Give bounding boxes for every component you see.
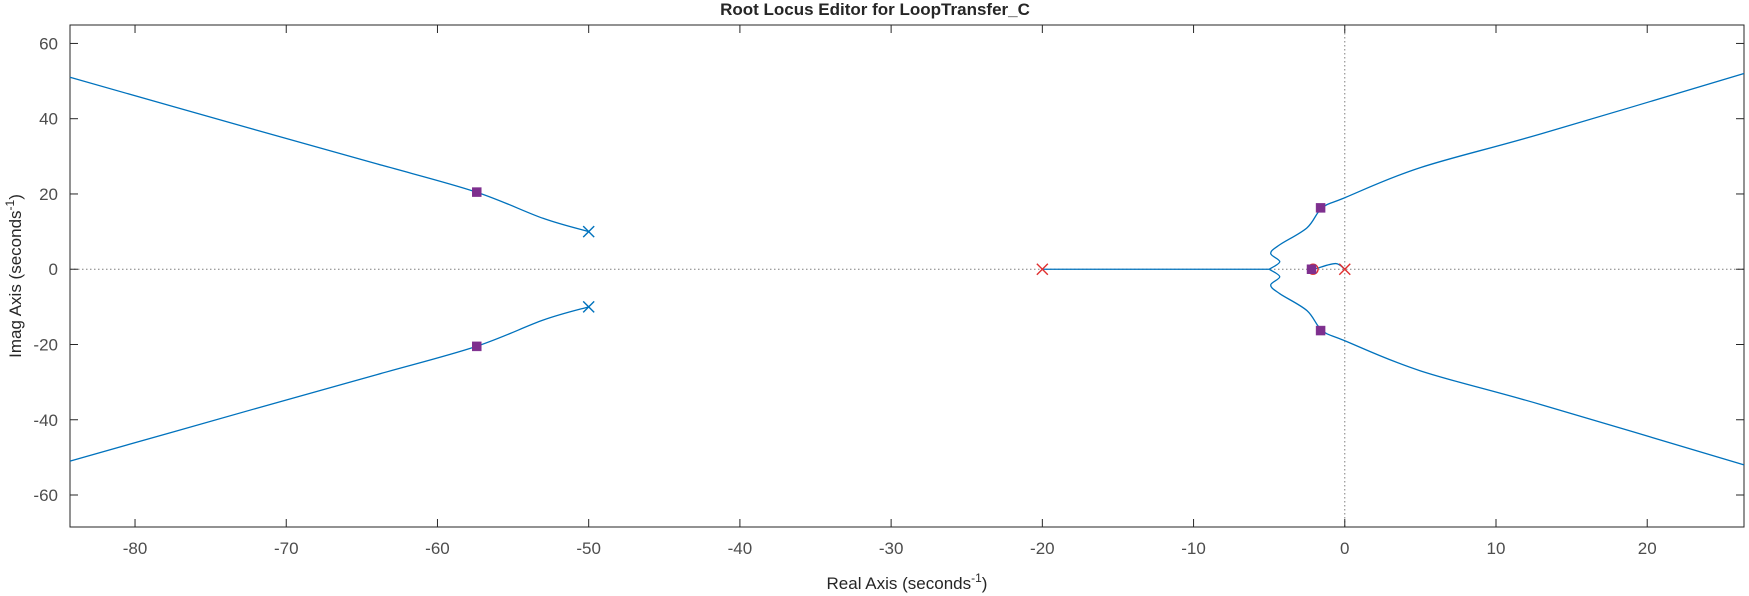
- y-tick-label: 0: [49, 260, 58, 279]
- y-tick-label: -20: [33, 335, 58, 354]
- x-tick-label: 20: [1638, 539, 1657, 558]
- x-tick-label: -70: [274, 539, 299, 558]
- open-loop-pole-marker[interactable]: [582, 300, 595, 313]
- chart-title: Root Locus Editor for LoopTransfer_C: [720, 0, 1030, 19]
- y-tick-label: 40: [39, 110, 58, 129]
- y-axis-label: Imag Axis (seconds-1): [3, 194, 25, 358]
- x-tick-label: -40: [728, 539, 753, 558]
- x-tick-label: -30: [879, 539, 904, 558]
- closed-loop-pole-marker[interactable]: [1306, 264, 1317, 274]
- x-tick-label: 0: [1340, 539, 1349, 558]
- locus-branch[interactable]: [69, 76, 589, 233]
- x-tick-label: 10: [1487, 539, 1506, 558]
- open-loop-pole-marker[interactable]: [582, 225, 595, 238]
- y-tick-label: -60: [33, 486, 58, 505]
- closed-loop-pole-marker[interactable]: [472, 341, 482, 352]
- open-loop-pole-marker[interactable]: [1338, 263, 1351, 276]
- reference-lines: [70, 25, 1744, 527]
- x-tick-label: -50: [576, 539, 601, 558]
- locus-branch[interactable]: [69, 306, 589, 462]
- x-tick-label: -10: [1181, 539, 1206, 558]
- x-axis-label: Real Axis (seconds-1): [827, 571, 988, 593]
- y-tick-label: -40: [33, 411, 58, 430]
- x-tick-label: -60: [425, 539, 450, 558]
- y-tick-label: 60: [39, 34, 58, 53]
- x-tick-label: -80: [123, 539, 148, 558]
- closed-loop-pole-marker[interactable]: [472, 187, 482, 197]
- closed-loop-pole-marker[interactable]: [1315, 203, 1326, 213]
- x-tick-label: -20: [1030, 539, 1055, 558]
- pole-zero-markers: [472, 187, 1351, 352]
- axis-ticks: [70, 25, 1744, 527]
- tick-labels: -80 -70 -60 -50 -40 -30 -20 -10 0 10 20 -60 -40 -20 0 2…: [33, 34, 1656, 558]
- y-tick-label: 20: [39, 185, 58, 204]
- closed-loop-pole-marker[interactable]: [1315, 325, 1326, 336]
- plot-area[interactable]: [69, 24, 1745, 528]
- open-loop-pole-marker[interactable]: [1036, 263, 1049, 276]
